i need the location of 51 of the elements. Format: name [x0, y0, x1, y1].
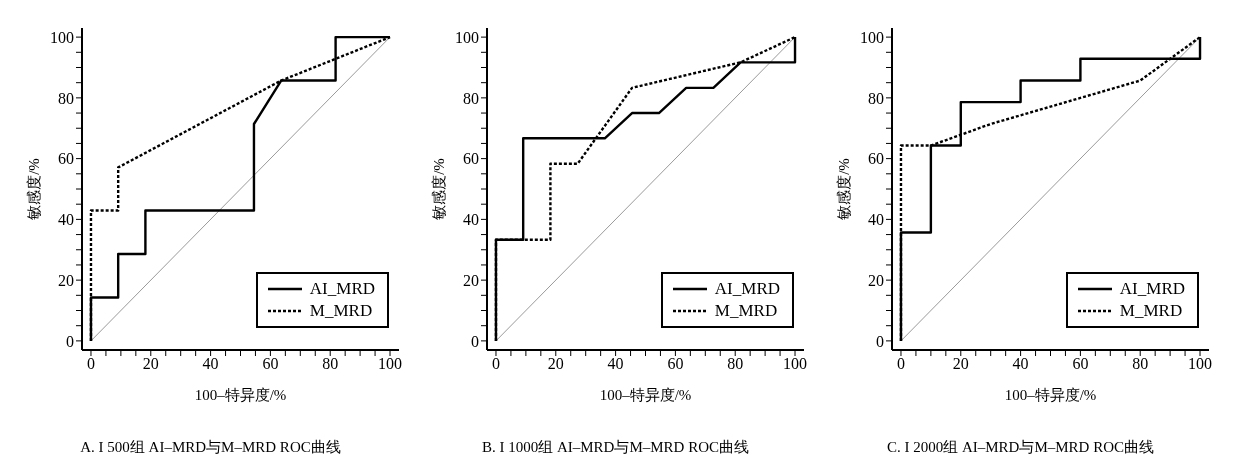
- y-tick-label: 20: [463, 271, 479, 289]
- y-tick-label: 60: [868, 150, 884, 168]
- legend-label: AI_MRD: [309, 278, 375, 300]
- x-tick-label: 20: [547, 355, 564, 373]
- y-tick-label: 60: [58, 150, 74, 168]
- x-tick-label: 80: [1132, 355, 1149, 373]
- y-tick-label: 100: [860, 28, 884, 46]
- x-tick-label: 40: [1012, 355, 1029, 373]
- x-tick-label: 0: [491, 355, 500, 373]
- x-axis-title: 100–特异度/%: [1004, 387, 1097, 403]
- x-tick-label: 100: [378, 355, 403, 373]
- x-axis-title: 100–特异度/%: [194, 387, 287, 403]
- y-axis-title: 敏感度/%: [431, 158, 448, 220]
- legend-label: M_MRD: [714, 300, 778, 322]
- y-tick-label: 100: [455, 28, 479, 46]
- y-tick-label: 20: [868, 271, 884, 289]
- x-tick-label: 0: [896, 355, 905, 373]
- text: B. I 1000组 AI–MRD与M–MRD ROC曲线: [480, 438, 751, 457]
- y-tick-label: 60: [463, 150, 479, 168]
- x-tick-label: 0: [86, 355, 95, 373]
- y-tick-label: 0: [471, 332, 479, 350]
- legend-label: AI_MRD: [714, 278, 780, 300]
- x-tick-label: 80: [727, 355, 744, 373]
- y-tick-label: 80: [868, 89, 884, 107]
- y-tick-label: 80: [463, 89, 479, 107]
- x-tick-label: 100: [1188, 355, 1213, 373]
- legend-label: AI_MRD: [1119, 278, 1185, 300]
- y-tick-label: 100: [50, 28, 74, 46]
- x-tick-label: 20: [142, 355, 159, 373]
- legend-label: M_MRD: [309, 300, 373, 322]
- y-axis-title: 敏感度/%: [836, 158, 853, 220]
- y-axis-title: 敏感度/%: [26, 158, 43, 220]
- x-tick-label: 60: [262, 355, 279, 373]
- y-tick-label: 0: [876, 332, 884, 350]
- legend-label: M_MRD: [1119, 300, 1183, 322]
- text: C. I 2000组 AI–MRD与M–MRD ROC曲线: [885, 438, 1156, 457]
- y-tick-label: 80: [58, 89, 74, 107]
- y-tick-label: 0: [66, 332, 74, 350]
- x-tick-label: 40: [607, 355, 624, 373]
- y-tick-label: 40: [463, 211, 479, 229]
- y-tick-label: 40: [868, 211, 884, 229]
- x-tick-label: 40: [202, 355, 219, 373]
- y-tick-label: 20: [58, 271, 74, 289]
- text: A. I 500组 AI–MRD与M–MRD ROC曲线: [79, 438, 342, 457]
- x-tick-label: 60: [667, 355, 684, 373]
- x-tick-label: 20: [952, 355, 969, 373]
- y-tick-label: 40: [58, 211, 74, 229]
- x-tick-label: 80: [322, 355, 339, 373]
- x-axis-title: 100–特异度/%: [599, 387, 692, 403]
- x-tick-label: 100: [783, 355, 808, 373]
- x-tick-label: 60: [1072, 355, 1089, 373]
